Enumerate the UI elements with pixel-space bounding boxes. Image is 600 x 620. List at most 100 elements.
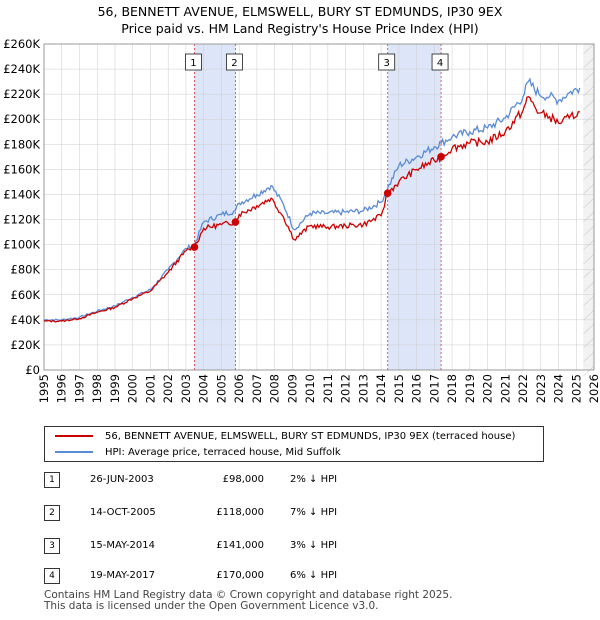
sale-label-number: 2	[231, 58, 237, 69]
legend-item-hpi: HPI: Average price, terraced house, Mid …	[55, 444, 341, 460]
forecast-hatch	[583, 323, 595, 335]
x-tick-label: 2000	[126, 374, 140, 403]
legend-item-price: 56, BENNETT AVENUE, ELMSWELL, BURY ST ED…	[55, 428, 515, 444]
y-tick-label: £200K	[3, 112, 40, 126]
sale-marker	[383, 189, 392, 198]
x-tick-label: 2021	[498, 374, 512, 403]
footer: Contains HM Land Registry data © Crown c…	[44, 590, 452, 612]
y-tick-label: £180K	[3, 137, 40, 151]
forecast-hatch	[583, 337, 595, 349]
x-tick-label: 2002	[161, 374, 175, 403]
sale-hpi-diff: 3% ↓ HPI	[290, 540, 338, 551]
x-tick-label: 2015	[392, 374, 406, 403]
footer-licence: This data is licensed under the Open Gov…	[44, 600, 379, 612]
x-tick-label: 2024	[552, 374, 566, 403]
plot-border	[43, 43, 595, 371]
y-tick-label: £240K	[3, 62, 40, 76]
x-tick-label: 2018	[445, 374, 459, 403]
y-tick-label: £260K	[3, 37, 40, 51]
x-tick-label: 2009	[285, 374, 299, 403]
sale-hpi-diff: 6% ↓ HPI	[290, 570, 338, 581]
x-tick-label: 1998	[90, 374, 104, 403]
price-series-line	[43, 96, 580, 323]
x-tick-label: 2023	[534, 374, 548, 403]
y-tick-label: £160K	[3, 162, 40, 176]
x-tick-label: 2012	[339, 374, 353, 403]
legend-swatch-hpi	[55, 451, 93, 453]
x-tick-label: 2007	[250, 374, 264, 403]
x-tick-label: 2005	[214, 374, 228, 403]
y-tick-label: £40K	[11, 313, 41, 327]
sale-hpi-diff: 2% ↓ HPI	[290, 474, 338, 485]
plot-area	[44, 44, 594, 370]
chart-title-subtitle: Price paid vs. HM Land Registry's House …	[121, 21, 479, 36]
sale-marker	[437, 153, 445, 161]
legend: 56, BENNETT AVENUE, ELMSWELL, BURY ST ED…	[44, 426, 544, 462]
forecast-hatch	[583, 99, 595, 111]
forecast-hatch	[583, 351, 595, 363]
forecast-hatch	[583, 155, 595, 167]
forecast-hatch	[583, 225, 595, 237]
x-tick-label: 2025	[569, 374, 583, 403]
y-tick-label: £100K	[3, 238, 40, 252]
sale-date: 19-MAY-2017	[90, 570, 156, 581]
forecast-hatch	[583, 295, 595, 307]
sale-hpi-diff: 7% ↓ HPI	[290, 507, 338, 518]
sale-number-badge: 4	[44, 568, 60, 584]
x-tick-label: 2026	[587, 374, 600, 403]
forecast-hatch	[583, 71, 595, 83]
forecast-region	[583, 44, 594, 370]
x-tick-label: 1997	[72, 374, 86, 403]
legend-label-price: 56, BENNETT AVENUE, ELMSWELL, BURY ST ED…	[105, 430, 516, 442]
sale-number-badge: 1	[44, 472, 60, 488]
x-tick-label: 2004	[197, 374, 211, 403]
x-tick-label: 2008	[268, 374, 282, 403]
y-tick-label: £60K	[11, 288, 41, 302]
x-tick-label: 1995	[37, 374, 51, 403]
forecast-hatch	[583, 211, 595, 223]
forecast-hatch	[583, 141, 595, 153]
hpi-series-line	[43, 77, 581, 322]
sale-row: 2 14-OCT-2005 £118,000 7% ↓ HPI	[44, 503, 464, 523]
chart-title-address: 56, BENNETT AVENUE, ELMSWELL, BURY ST ED…	[97, 4, 503, 19]
forecast-hatch	[583, 281, 595, 293]
y-tick-label: £120K	[3, 213, 40, 227]
sale-date: 14-OCT-2005	[90, 507, 156, 518]
footer-copyright: Contains HM Land Registry data © Crown c…	[44, 589, 453, 601]
forecast-hatch	[583, 169, 595, 181]
x-tick-label: 2010	[303, 374, 317, 403]
y-tick-label: £80K	[11, 263, 41, 277]
legend-label-hpi: HPI: Average price, terraced house, Mid …	[105, 446, 341, 458]
sale-label-number: 3	[383, 58, 389, 69]
sale-row: 1 26-JUN-2003 £98,000 2% ↓ HPI	[44, 470, 464, 490]
x-tick-label: 2001	[143, 374, 157, 403]
sale-price: £118,000	[216, 507, 264, 518]
x-tick-label: 2020	[481, 374, 495, 403]
sale-row: 3 15-MAY-2014 £141,000 3% ↓ HPI	[44, 536, 464, 556]
sale-price: £170,000	[216, 570, 264, 581]
sale-price: £141,000	[216, 540, 264, 551]
sale-marker	[231, 218, 240, 226]
sale-label-box	[378, 53, 396, 71]
sale-date: 15-MAY-2014	[90, 540, 156, 551]
sale-label-number: 1	[190, 58, 196, 69]
y-tick-label: £140K	[3, 187, 40, 201]
sale-label-number: 4	[437, 58, 443, 69]
forecast-hatch	[583, 309, 595, 321]
forecast-hatch	[583, 57, 595, 69]
x-tick-label: 2022	[516, 374, 530, 403]
x-tick-label: 1999	[108, 374, 122, 403]
y-tick-label: £220K	[3, 87, 40, 101]
sale-label-box	[225, 53, 243, 71]
sale-label-box	[185, 53, 202, 71]
sale-number-badge: 2	[44, 505, 60, 521]
legend-swatch-price	[55, 435, 93, 437]
forecast-hatch	[583, 253, 595, 265]
sale-marker	[190, 243, 199, 251]
sale-price: £98,000	[222, 474, 264, 485]
sale-row: 4 19-MAY-2017 £170,000 6% ↓ HPI	[44, 566, 464, 586]
x-tick-label: 2006	[232, 374, 246, 403]
sale-label-box	[431, 53, 449, 71]
highlight-range	[194, 44, 236, 370]
